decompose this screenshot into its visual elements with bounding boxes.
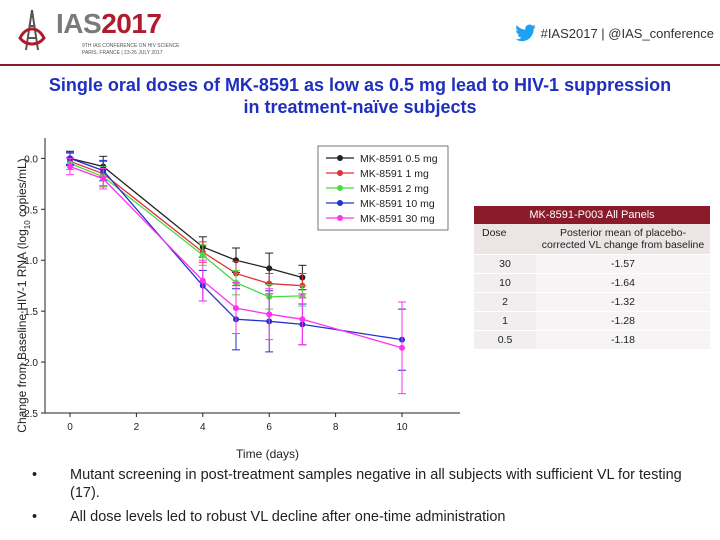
legend-label: MK-8591 10 mg — [360, 198, 435, 210]
header-dose: Dose — [474, 224, 536, 255]
legend-swatch-marker — [337, 170, 343, 176]
header-divider — [0, 64, 720, 66]
table-row: 2 -1.32 — [474, 292, 710, 312]
mean-cell: -1.64 — [536, 273, 710, 293]
hashtag-text: #IAS2017 | @IAS_conference — [540, 25, 714, 41]
dose-cell: 2 — [474, 292, 536, 312]
mean-cell: -1.57 — [536, 254, 710, 274]
data-point — [399, 344, 405, 351]
legend-swatch-marker — [337, 155, 343, 161]
legend-label: MK-8591 1 mg — [360, 168, 429, 180]
viral-load-chart: 0.0 -0.5 -1.0 -1.5 -2.0 -2.5 0 2 4 6 8 10 MK-8591 0… — [15, 138, 460, 461]
data-point — [199, 277, 206, 284]
x-tick-label: 2 — [134, 422, 140, 433]
table-row: 1 -1.28 — [474, 311, 710, 331]
data-point — [67, 163, 73, 170]
y-tick-label: 0.0 — [24, 154, 38, 165]
y-axis-label-main: Change from Baseline HIV-1 RNA (log — [15, 229, 29, 432]
twitter-handle: #IAS2017 | @IAS_conference — [514, 24, 714, 42]
eiffel-tower-ribbon-icon — [18, 9, 46, 51]
x-tick-label: 6 — [266, 422, 272, 433]
table-row: 10 -1.64 — [474, 273, 710, 293]
logo-subtitle-line2: PARIS, FRANCE | 23-26 JULY 2017 — [82, 50, 163, 56]
conference-logo: IAS2017 9TH IAS CONFERENCE ON HIV SCIENC… — [12, 6, 182, 60]
data-point — [100, 175, 107, 182]
x-tick-label: 0 — [67, 422, 73, 433]
y-axis-label: Change from Baseline HIV-1 RNA (log10 co… — [15, 158, 32, 432]
x-tick-label: 8 — [333, 422, 339, 433]
twitter-bird-icon — [514, 24, 536, 42]
x-axis-label: Time (days) — [236, 447, 299, 461]
header-bar: IAS2017 9TH IAS CONFERENCE ON HIV SCIENC… — [0, 0, 720, 64]
dose-cell: 0.5 — [474, 330, 536, 350]
series-group — [66, 157, 406, 395]
y-tick-label: -2.0 — [21, 358, 39, 369]
data-point — [233, 305, 239, 312]
legend-swatch-marker — [337, 215, 343, 221]
data-point — [199, 252, 206, 259]
mean-cell: -1.28 — [536, 311, 710, 331]
table-caption: MK-8591-P003 All Panels — [474, 206, 710, 224]
bullet-item: • All dose levels led to robust VL declin… — [28, 508, 708, 526]
dose-cell: 1 — [474, 311, 536, 331]
bullet-text: All dose levels led to robust VL decline… — [70, 509, 506, 525]
legend-label: MK-8591 2 mg — [360, 183, 429, 195]
dose-cell: 10 — [474, 273, 536, 293]
x-tick-label: 10 — [396, 422, 408, 433]
legend-label: MK-8591 30 mg — [360, 213, 435, 225]
table-row: 30 -1.57 — [474, 254, 710, 274]
series-line — [69, 160, 303, 287]
series-line — [69, 162, 303, 298]
y-axis-label-sub: 10 — [23, 220, 32, 229]
data-point — [299, 316, 306, 323]
logo-subtitle-line1: 9TH IAS CONFERENCE ON HIV SCIENCE — [82, 43, 180, 49]
mean-cell: -1.32 — [536, 292, 710, 312]
header-posterior-mean: Posterior mean of placebo-corrected VL c… — [536, 224, 710, 255]
legend-swatch-marker — [337, 185, 343, 191]
y-axis-label-end: copies/mL) — [15, 158, 29, 220]
data-point — [266, 265, 273, 272]
bullet-list: • Mutant screening in post-treatment samp… — [28, 466, 708, 532]
dose-cell: 30 — [474, 254, 536, 274]
data-point — [266, 311, 273, 318]
bullet-marker: • — [32, 509, 38, 525]
chart-axes: 0.0 -0.5 -1.0 -1.5 -2.0 -2.5 0 2 4 6 8 10 — [21, 138, 460, 433]
bullet-marker: • — [32, 467, 38, 483]
table-row: 0.5 -1.18 — [474, 330, 710, 350]
series-line — [69, 157, 303, 279]
bullet-text: Mutant screening in post-treatment sampl… — [70, 467, 682, 501]
bullet-item: • Mutant screening in post-treatment samp… — [28, 466, 708, 502]
mean-cell: -1.18 — [536, 330, 710, 350]
legend-label: MK-8591 0.5 mg — [360, 153, 438, 165]
y-tick-label: -1.5 — [21, 307, 39, 318]
slide-title: Single oral doses of MK-8591 as low as 0… — [48, 75, 672, 117]
legend-swatch-marker — [337, 200, 343, 206]
chart-legend: MK-8591 0.5 mg MK-8591 1 mg MK-8591 2 mg MK… — [317, 145, 449, 231]
y-tick-label: -1.0 — [21, 256, 39, 267]
table-header-row: Dose Posterior mean of placebo-corrected… — [474, 224, 710, 255]
y-tick-label: -0.5 — [21, 205, 39, 216]
dose-results-table: MK-8591-P003 All Panels Dose Posterior m… — [474, 206, 710, 350]
x-tick-label: 4 — [200, 422, 206, 433]
logo-title: IAS2017 — [56, 8, 162, 39]
chart-plot-area — [66, 150, 406, 395]
y-tick-label: -2.5 — [21, 409, 39, 420]
